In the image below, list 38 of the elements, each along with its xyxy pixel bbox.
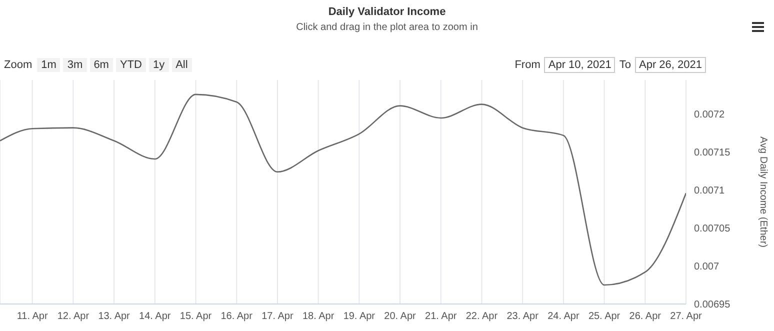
x-tick-label: 12. Apr bbox=[57, 311, 90, 322]
y-axis-title: Avg Daily Income (Ether) bbox=[757, 136, 768, 248]
text: 1m bbox=[41, 59, 56, 71]
x-tick-label: 25. Apr bbox=[588, 311, 621, 322]
text: Apr 10, 2021 bbox=[548, 59, 612, 71]
x-tick-label: 22. Apr bbox=[466, 311, 498, 322]
text: To bbox=[619, 59, 631, 71]
x-tick-label: 26. Apr bbox=[629, 311, 662, 322]
x-tick-label: 21. Apr bbox=[425, 311, 458, 322]
x-tick-label: 14. Apr bbox=[139, 311, 172, 322]
text: From bbox=[514, 59, 540, 71]
text: 6m bbox=[94, 59, 109, 71]
text: Zoom bbox=[4, 59, 32, 71]
x-tick-label: 18. Apr bbox=[302, 311, 335, 322]
text: 1y bbox=[152, 59, 165, 71]
x-tick-label: 17. Apr bbox=[262, 311, 294, 322]
y-tick-label: 0.0071 bbox=[694, 186, 726, 197]
x-tick-label: 16. Apr bbox=[220, 311, 254, 322]
x-tick-label: 11. Apr bbox=[16, 311, 48, 322]
x-tick-label: 23. Apr bbox=[506, 311, 540, 322]
y-tick-label: 0.00715 bbox=[694, 148, 731, 159]
text: YTD bbox=[120, 59, 142, 71]
text: Apr 26, 2021 bbox=[639, 59, 702, 71]
line-series bbox=[0, 94, 686, 286]
chart-subtitle: Click and drag in the plot area to zoom in bbox=[296, 22, 478, 33]
text: 3m bbox=[67, 59, 83, 71]
x-tick-label: 15. Apr bbox=[180, 311, 212, 322]
chart-title: Daily Validator Income bbox=[328, 6, 446, 18]
x-tick-label: 24. Apr bbox=[548, 311, 580, 322]
x-tick-label: 27. Apr bbox=[670, 311, 703, 322]
x-tick-label: 19. Apr bbox=[343, 311, 376, 322]
x-tick-label: 20. Apr bbox=[384, 311, 417, 322]
y-tick-label: 0.00705 bbox=[694, 224, 731, 235]
y-tick-label: 0.007 bbox=[694, 262, 720, 273]
x-tick-label: 13. Apr bbox=[98, 311, 131, 322]
y-tick-label: 0.00695 bbox=[694, 300, 731, 311]
y-tick-label: 0.0072 bbox=[694, 110, 726, 121]
text: All bbox=[176, 59, 188, 71]
